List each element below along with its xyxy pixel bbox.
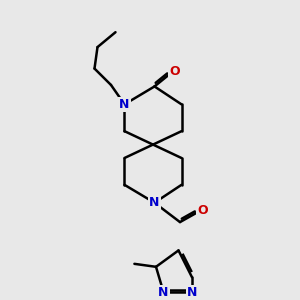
Text: N: N bbox=[187, 286, 197, 299]
Text: O: O bbox=[169, 65, 180, 78]
Text: N: N bbox=[158, 286, 169, 299]
Text: O: O bbox=[197, 204, 208, 217]
Text: N: N bbox=[119, 98, 130, 111]
Text: N: N bbox=[149, 196, 160, 209]
